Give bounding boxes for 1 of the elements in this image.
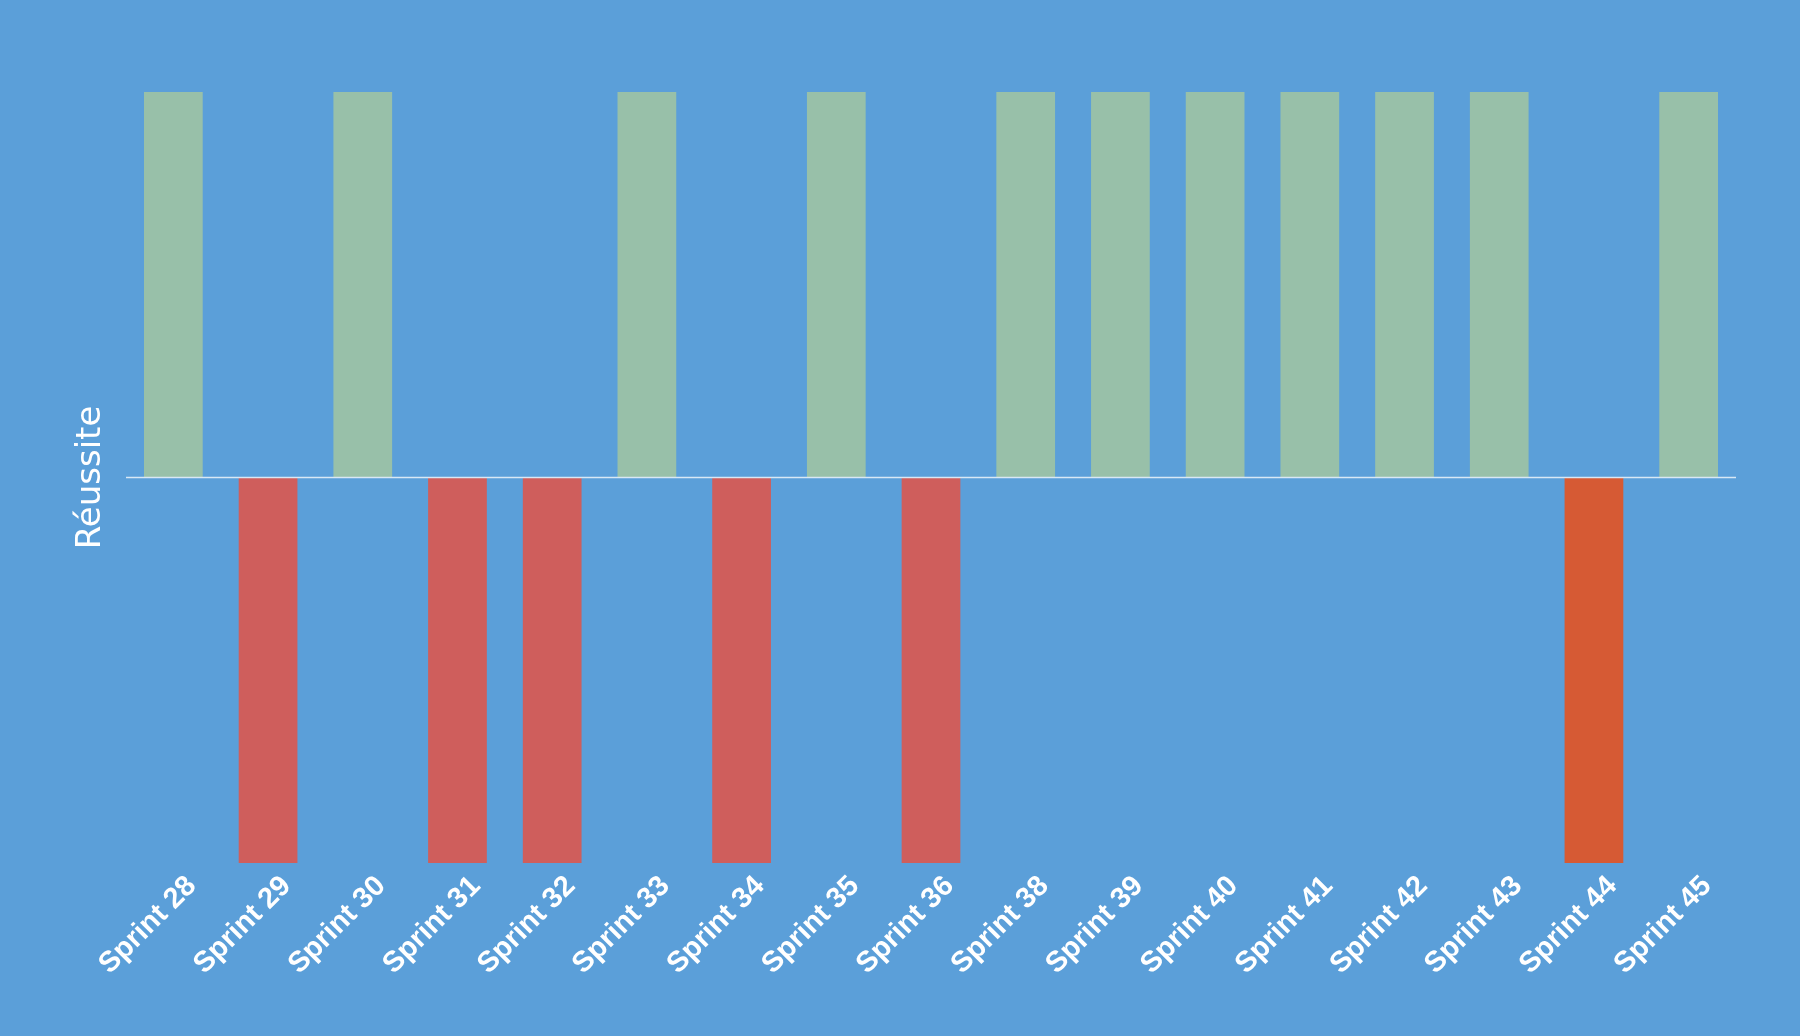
y-axis-title: Réussite: [68, 405, 108, 550]
